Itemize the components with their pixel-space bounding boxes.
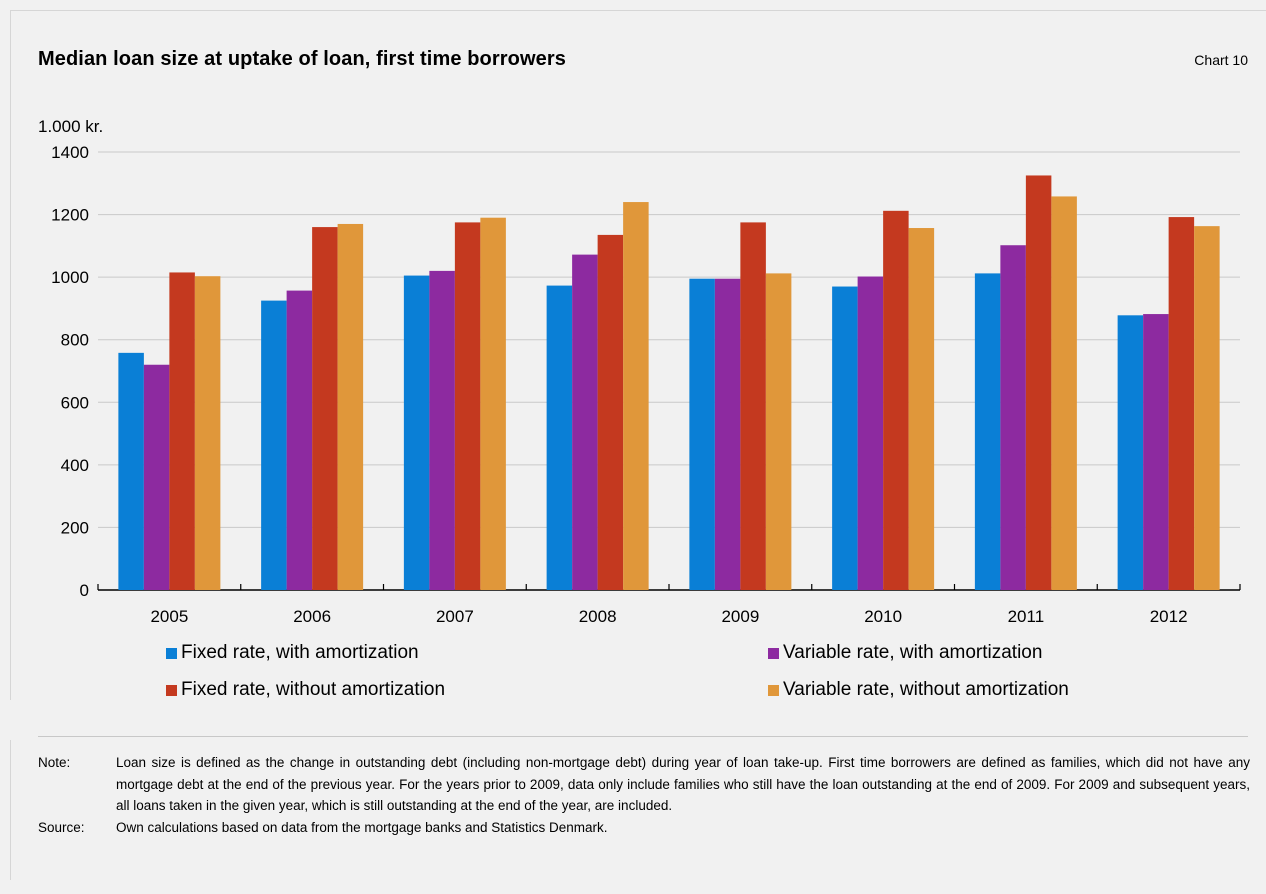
y-tick-label: 1000 — [51, 268, 89, 287]
legend-label-fixed-with: Fixed rate, with amortization — [181, 642, 419, 663]
bar — [261, 300, 287, 590]
source-label: Source: — [38, 819, 85, 835]
bar — [908, 228, 935, 590]
source-text: Own calculations based on data from the … — [116, 819, 608, 835]
bar — [1143, 314, 1169, 590]
bar — [714, 278, 741, 590]
y-tick-label: 1400 — [51, 143, 89, 162]
legend-swatch-variable-with — [768, 647, 779, 659]
bar-chart: 1.000 kr. 0 200 400 600 800 1000 1200 1400 2005 20… — [38, 117, 1241, 626]
note-label: Note: — [38, 755, 71, 770]
bar — [1025, 175, 1052, 590]
x-tick-label: 2007 — [436, 607, 474, 626]
legend-item-variable-without: Variable rate, without amortization — [768, 679, 1069, 701]
bar — [765, 273, 792, 590]
legend-item-fixed-with: Fixed rate, with amortization — [166, 642, 419, 664]
top-border — [10, 10, 1266, 11]
bar — [623, 202, 649, 591]
y-tick-label: 0 — [80, 581, 89, 600]
bar — [597, 234, 624, 590]
bar — [169, 272, 195, 590]
bar — [832, 286, 858, 590]
bar — [286, 290, 313, 590]
bar — [1000, 245, 1026, 590]
y-tick-label: 800 — [61, 331, 89, 350]
y-tick-label: 600 — [61, 393, 89, 412]
bar — [689, 278, 715, 590]
y-tick-label: 1200 — [51, 206, 89, 225]
x-tick-label: 2010 — [864, 607, 902, 626]
bar — [974, 273, 1001, 590]
legend-label-variable-with: Variable rate, with amortization — [783, 642, 1043, 663]
x-tick-label: 2009 — [721, 607, 759, 626]
bar — [1194, 226, 1220, 590]
bar — [337, 223, 364, 590]
bar — [546, 285, 573, 590]
chart-title: Median loan size at uptake of loan, firs… — [38, 48, 566, 70]
legend-item-fixed-without: Fixed rate, without amortization — [166, 679, 445, 701]
y-axis-unit-label: 1.000 kr. — [38, 117, 103, 136]
left-border — [10, 10, 11, 700]
x-tick-label: 2012 — [1150, 607, 1188, 626]
legend-item-variable-with: Variable rate, with amortization — [768, 642, 1042, 664]
bar — [1117, 315, 1144, 590]
x-tick-label: 2006 — [293, 607, 331, 626]
bar — [118, 352, 144, 590]
bar — [429, 270, 455, 590]
bar — [454, 222, 481, 590]
legend-swatch-fixed-with — [166, 647, 177, 659]
note-text: Loan size is defined as the change in ou… — [116, 755, 1250, 813]
y-tick-label: 200 — [61, 518, 89, 537]
bar — [857, 276, 884, 590]
legend-swatch-fixed-without — [166, 684, 177, 696]
chart-number: Chart 10 — [1194, 52, 1248, 68]
bar — [1168, 217, 1195, 590]
x-tick-label: 2008 — [579, 607, 617, 626]
notes-divider — [38, 736, 1248, 737]
legend-label-fixed-without: Fixed rate, without amortization — [181, 679, 446, 700]
bar — [480, 217, 506, 590]
legend-swatch-variable-without — [768, 684, 779, 696]
bar — [572, 254, 598, 591]
source-row: Source: Own calculations based on data f… — [38, 817, 1250, 839]
bar — [403, 275, 430, 590]
bar — [883, 210, 909, 590]
left-border-lower — [10, 740, 11, 880]
bar — [194, 276, 221, 590]
bar — [1051, 196, 1077, 590]
x-tick-label: 2011 — [1008, 607, 1045, 626]
note-row: Note: Loan size is defined as the change… — [38, 752, 1250, 817]
notes-section: Note: Loan size is defined as the change… — [38, 752, 1250, 838]
bar — [143, 364, 170, 590]
legend-label-variable-without: Variable rate, without amortization — [783, 679, 1069, 700]
bar — [312, 227, 338, 591]
y-tick-label: 400 — [61, 456, 89, 475]
x-tick-label: 2005 — [150, 607, 188, 626]
bar — [740, 222, 766, 590]
